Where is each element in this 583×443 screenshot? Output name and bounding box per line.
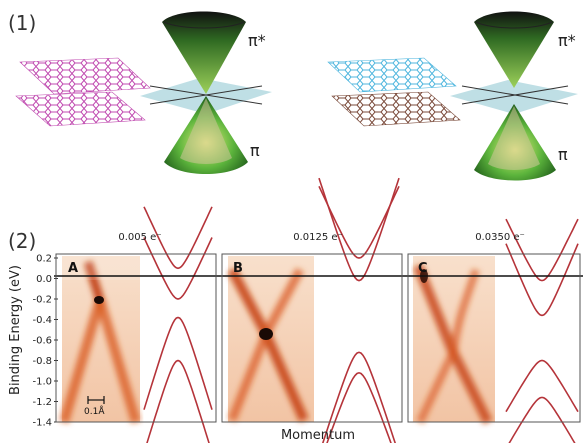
band-a-conduction-upper: [143, 206, 213, 270]
panel-frames: [55, 253, 581, 423]
arpes-panel-b: B: [227, 256, 314, 423]
band-b-conduction-lower: [318, 177, 400, 282]
y-tick-label: -0.6: [32, 336, 52, 347]
left-dirac-cone: π* π: [140, 11, 272, 174]
right-dirac-cone: π* π: [450, 11, 578, 181]
arpes-panel-c: C: [413, 256, 495, 425]
band-a-conduction-lower: [143, 237, 213, 300]
band-c-valence-upper: [505, 359, 579, 413]
band-c-conduction-upper: [505, 218, 579, 282]
band-c-conduction-lower: [505, 243, 579, 317]
band-a-valence-lower: [146, 359, 210, 443]
part2-label: (2): [8, 229, 36, 253]
arpes-panel-a: A 0.1Å: [59, 256, 141, 424]
panel-c-doping: 0.0350 e⁻: [475, 232, 525, 243]
band-a-valence-upper: [143, 316, 213, 410]
y-tick-labels: 0.2 0.0 -0.2 -0.4 -0.6 -0.8 -1.0 -1.2 -1.4: [32, 254, 58, 429]
y-tick-label: -0.4: [32, 315, 52, 326]
y-tick-label: -0.2: [32, 295, 52, 306]
y-axis-label: Binding Energy (eV): [8, 265, 23, 395]
y-tick-label: 0.0: [36, 274, 52, 285]
panel-b-letter: B: [233, 261, 243, 276]
left-pi-label: π: [250, 141, 260, 160]
panel-a-letter: A: [68, 261, 78, 276]
left-pi-star-label: π*: [248, 31, 266, 50]
part1-label: (1): [8, 11, 36, 35]
right-bilayer-lattice: [327, 57, 461, 127]
y-tick-label: -1.0: [32, 377, 52, 388]
model-band-plots: [143, 177, 579, 443]
band-b-valence-upper: [321, 351, 397, 443]
y-tick-label: -1.4: [32, 418, 52, 429]
y-tick-label: -1.2: [32, 397, 52, 408]
scale-bar-label: 0.1Å: [84, 405, 105, 417]
panel-a-doping: 0.005 e⁻: [118, 232, 161, 243]
right-pi-star-label: π*: [558, 31, 576, 50]
band-b-valence-lower: [326, 371, 392, 443]
panel-c-letter: C: [418, 261, 428, 276]
panel-b-doping: 0.0125 e⁻: [293, 232, 343, 243]
left-bilayer-lattice: [15, 57, 151, 127]
y-tick-label: 0.2: [36, 254, 52, 265]
x-axis-label: Momentum: [281, 428, 355, 443]
y-tick-label: -0.8: [32, 356, 52, 367]
band-b-conduction-upper: [318, 185, 400, 259]
right-pi-label: π: [558, 145, 568, 164]
band-c-valence-lower: [508, 396, 576, 443]
